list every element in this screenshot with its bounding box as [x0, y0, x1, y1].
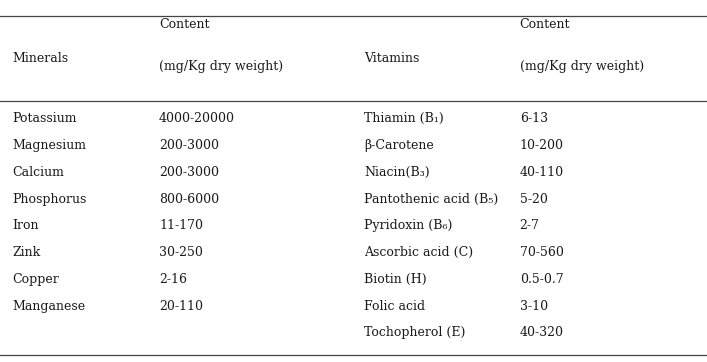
- Text: Ascorbic acid (C): Ascorbic acid (C): [364, 246, 473, 259]
- Text: Pantothenic acid (B₅): Pantothenic acid (B₅): [364, 193, 498, 206]
- Text: 11-170: 11-170: [159, 219, 203, 232]
- Text: Content: Content: [520, 18, 570, 31]
- Text: 5-20: 5-20: [520, 193, 547, 206]
- Text: Potassium: Potassium: [13, 112, 77, 125]
- Text: 2-7: 2-7: [520, 219, 539, 232]
- Text: 800-6000: 800-6000: [159, 193, 219, 206]
- Text: Vitamins: Vitamins: [364, 52, 419, 65]
- Text: Thiamin (B₁): Thiamin (B₁): [364, 112, 444, 125]
- Text: Zink: Zink: [13, 246, 41, 259]
- Text: (mg/Kg dry weight): (mg/Kg dry weight): [159, 60, 284, 73]
- Text: 200-3000: 200-3000: [159, 166, 219, 179]
- Text: Niacin(B₃): Niacin(B₃): [364, 166, 430, 179]
- Text: Magnesium: Magnesium: [13, 139, 87, 152]
- Text: 40-320: 40-320: [520, 326, 563, 339]
- Text: Calcium: Calcium: [13, 166, 64, 179]
- Text: Pyridoxin (B₆): Pyridoxin (B₆): [364, 219, 452, 232]
- Text: 3-10: 3-10: [520, 300, 548, 312]
- Text: 4000-20000: 4000-20000: [159, 112, 235, 125]
- Text: 200-3000: 200-3000: [159, 139, 219, 152]
- Text: 6-13: 6-13: [520, 112, 548, 125]
- Text: 2-16: 2-16: [159, 273, 187, 286]
- Text: Iron: Iron: [13, 219, 39, 232]
- Text: Manganese: Manganese: [13, 300, 86, 312]
- Text: 70-560: 70-560: [520, 246, 563, 259]
- Text: Tochopherol (E): Tochopherol (E): [364, 326, 465, 339]
- Text: Content: Content: [159, 18, 209, 31]
- Text: 0.5-0.7: 0.5-0.7: [520, 273, 563, 286]
- Text: 10-200: 10-200: [520, 139, 563, 152]
- Text: Folic acid: Folic acid: [364, 300, 425, 312]
- Text: Phosphorus: Phosphorus: [13, 193, 87, 206]
- Text: 30-250: 30-250: [159, 246, 203, 259]
- Text: Copper: Copper: [13, 273, 59, 286]
- Text: (mg/Kg dry weight): (mg/Kg dry weight): [520, 60, 644, 73]
- Text: Minerals: Minerals: [13, 52, 69, 65]
- Text: Biotin (H): Biotin (H): [364, 273, 427, 286]
- Text: 40-110: 40-110: [520, 166, 563, 179]
- Text: 20-110: 20-110: [159, 300, 203, 312]
- Text: β-Carotene: β-Carotene: [364, 139, 434, 152]
